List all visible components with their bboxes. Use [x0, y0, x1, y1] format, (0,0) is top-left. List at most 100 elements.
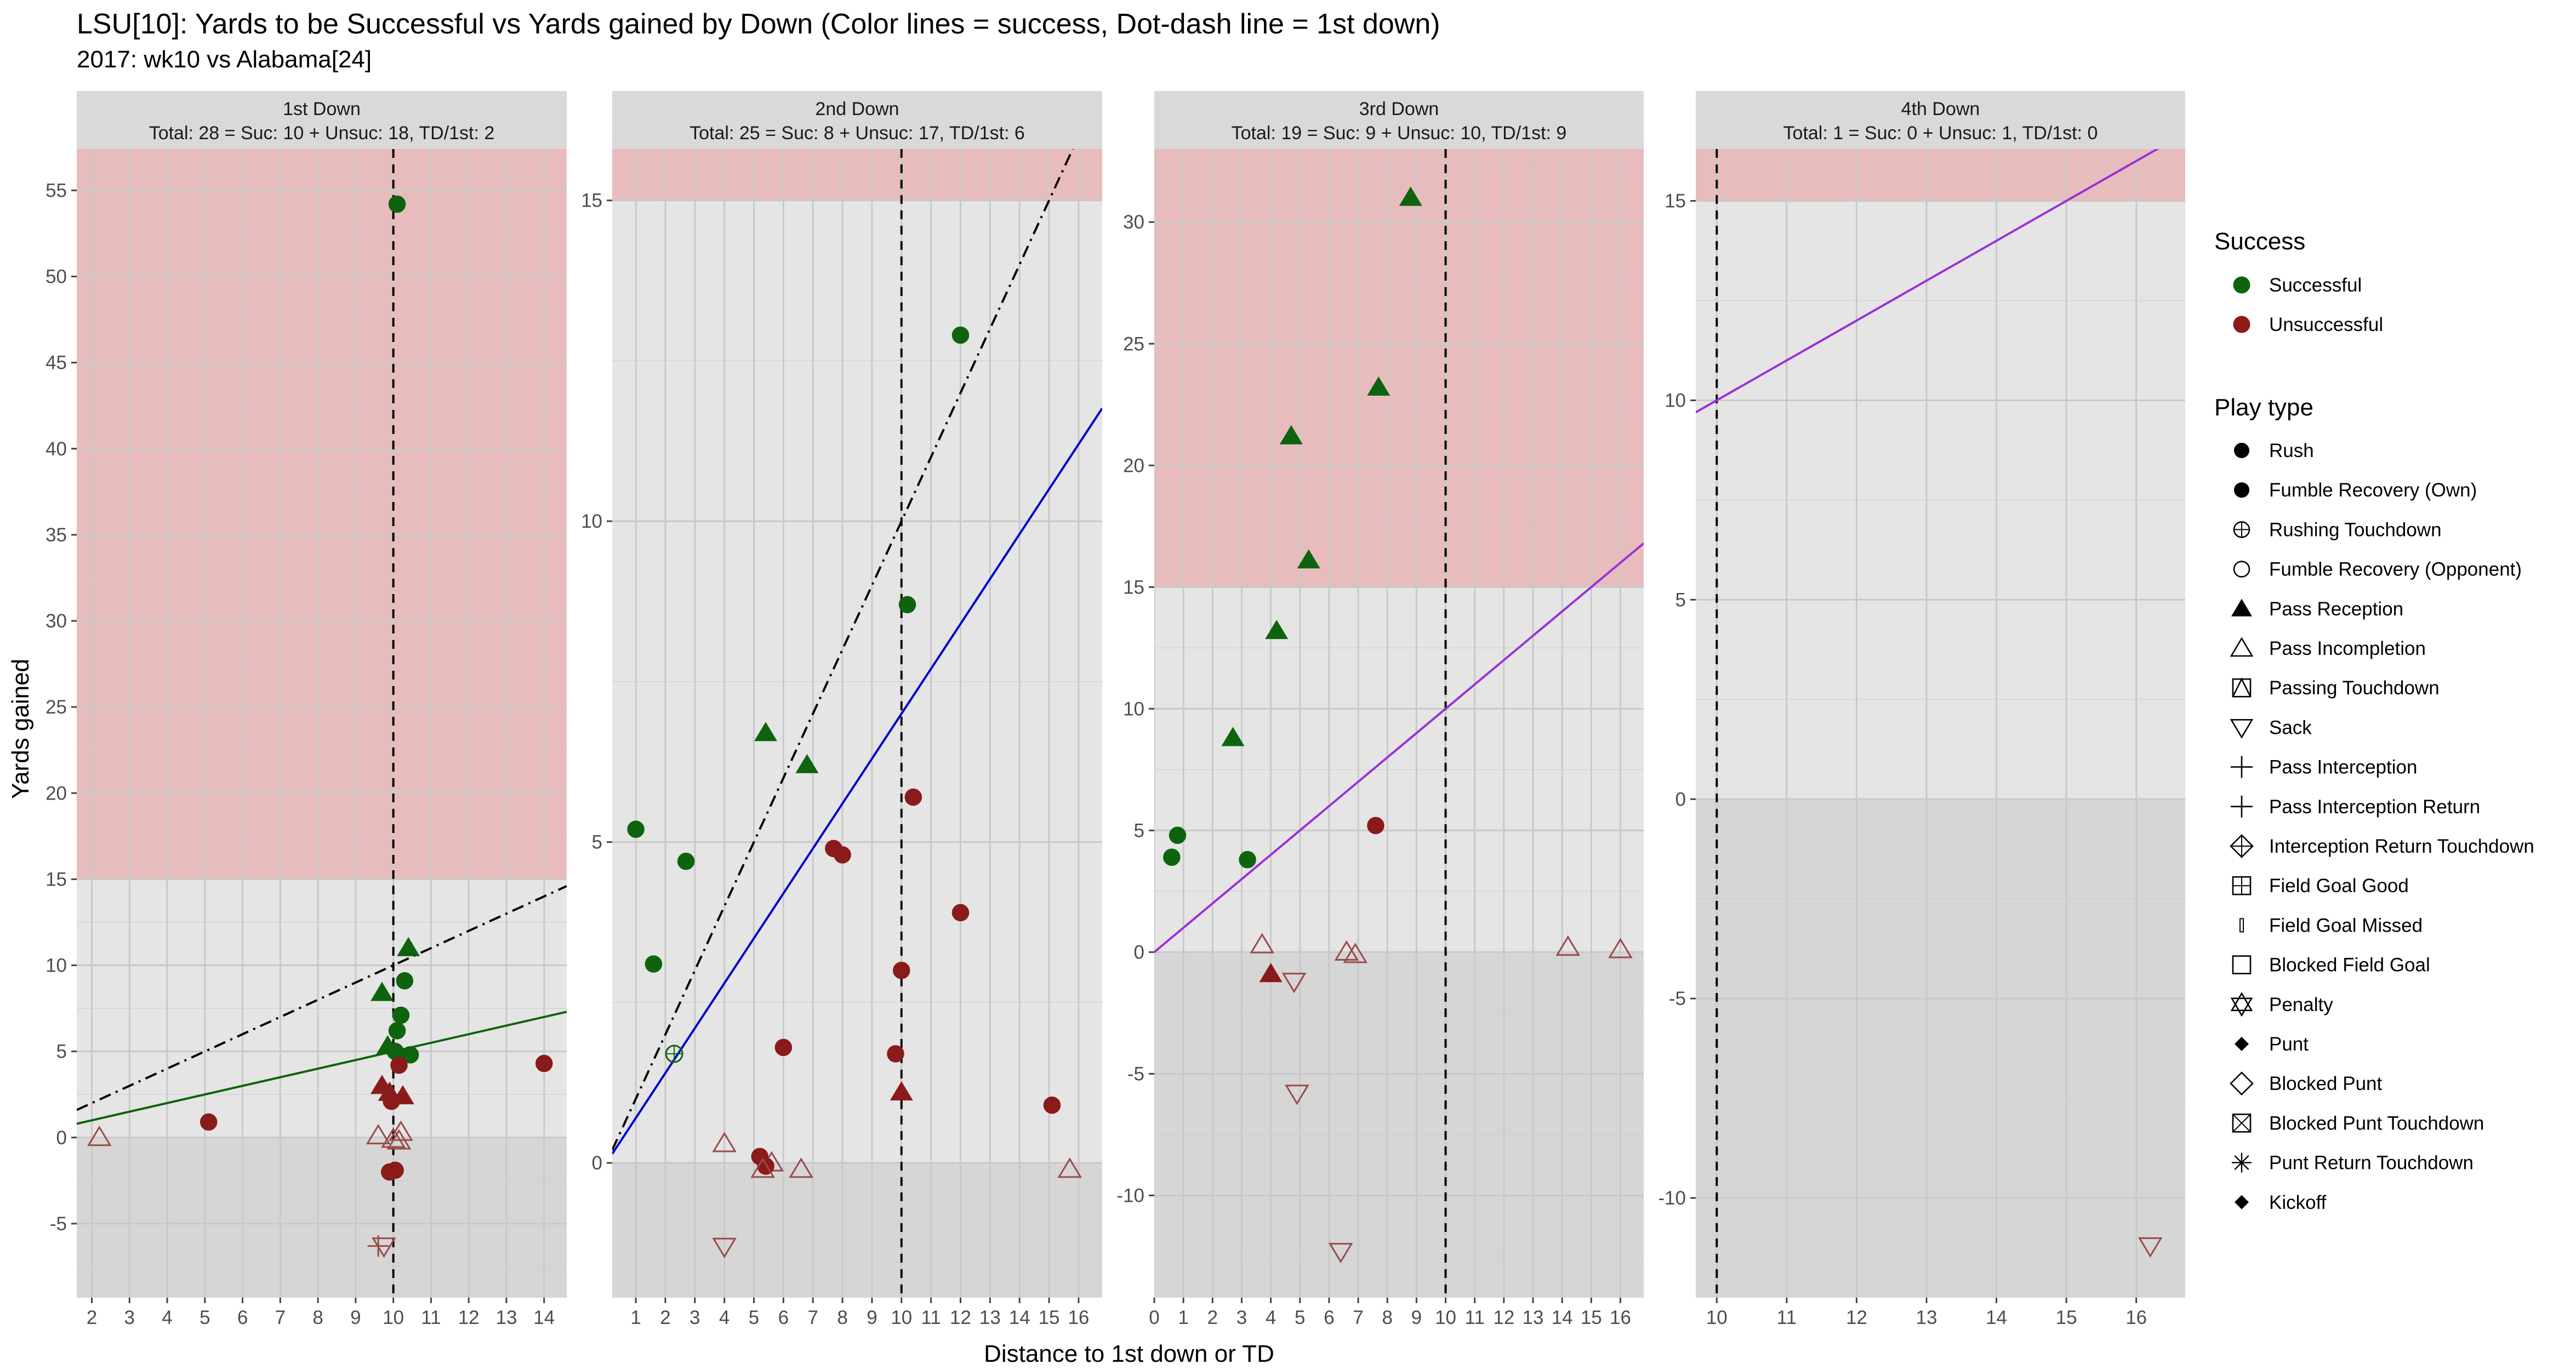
- plot-area: [612, 149, 1102, 1298]
- data-point: [1399, 186, 1422, 206]
- y-tick-label: -5: [50, 1213, 67, 1235]
- x-tick-label: 15: [1581, 1307, 1602, 1328]
- y-tick-label: 30: [45, 610, 67, 632]
- y-tick-label: 0: [56, 1127, 67, 1149]
- facet-panel-1: 1st Down Total: 28 = Suc: 10 + Unsuc: 18,…: [45, 91, 567, 1328]
- facet-strip-subtitle: Total: 28 = Suc: 10 + Unsuc: 18, TD/1st:…: [149, 123, 495, 144]
- chart-subtitle: 2017: wk10 vs Alabama[24]: [77, 46, 372, 73]
- data-point: [795, 754, 819, 773]
- facet-strip-title: 4th Down: [1901, 99, 1980, 119]
- facet-strip: [612, 91, 1102, 149]
- y-tick-label: 10: [1123, 698, 1144, 720]
- diamond-plus-icon: [2230, 834, 2254, 858]
- legend-item-label: Sack: [2269, 717, 2312, 738]
- facet-panel-3: 3rd Down Total: 19 = Suc: 9 + Unsuc: 10, …: [1116, 91, 1644, 1328]
- data-point: [898, 596, 916, 614]
- legend-item-label: Field Goal Good: [2269, 875, 2409, 897]
- x-tick-label: 16: [1068, 1307, 1089, 1328]
- x-tick-label: 5: [200, 1307, 210, 1328]
- x-tick-label: 9: [1411, 1307, 1422, 1328]
- legend-item-label: Rushing Touchdown: [2269, 519, 2442, 540]
- legend-item-label: Punt Return Touchdown: [2269, 1152, 2474, 1174]
- data-point: [397, 937, 420, 956]
- minor-gridlines: [77, 233, 567, 1268]
- data-point: [372, 1237, 396, 1258]
- facet-strip-subtitle: Total: 19 = Suc: 9 + Unsuc: 10, TD/1st: …: [1232, 123, 1567, 144]
- negative-yards-band: [612, 1163, 1102, 1298]
- data-point: [712, 1132, 737, 1152]
- x-tick-label: 15: [1039, 1307, 1060, 1328]
- y-tick-label: 5: [592, 832, 602, 853]
- legend-item-label: Blocked Punt Touchdown: [2269, 1112, 2484, 1134]
- legend-play-type-title: Play type: [2214, 394, 2313, 421]
- facet-strip-subtitle: Total: 1 = Suc: 0 + Unsuc: 1, TD/1st: 0: [1783, 123, 2098, 144]
- y-tick-label: -10: [1116, 1185, 1144, 1206]
- y-tick-label: 15: [1123, 576, 1144, 598]
- x-tick-label: 7: [1353, 1307, 1363, 1328]
- data-point: [396, 972, 414, 990]
- data-points: [627, 326, 1082, 1258]
- big-play-band: [77, 149, 567, 880]
- data-point: [1343, 943, 1368, 963]
- x-tick-label: 3: [124, 1307, 135, 1328]
- data-point: [645, 955, 663, 973]
- x-tick-label: 10: [1706, 1307, 1728, 1328]
- data-points: [2138, 1237, 2163, 1258]
- facet-panel-4: 4th Down Total: 1 = Suc: 0 + Unsuc: 1, TD…: [1658, 91, 2185, 1328]
- y-tick-label: 45: [45, 352, 67, 374]
- panel-background: [612, 149, 1102, 1298]
- x-tick-label: 6: [778, 1307, 789, 1328]
- x-tick-label: 10: [891, 1307, 912, 1328]
- filled-triangle-icon: [2231, 598, 2252, 616]
- x-tick-label: 6: [237, 1307, 248, 1328]
- data-point: [834, 846, 851, 864]
- y-tick-label: 20: [45, 783, 67, 804]
- data-point: [1555, 935, 1581, 956]
- y-tick-label: 5: [56, 1041, 67, 1063]
- data-point: [1608, 938, 1633, 958]
- x-tick-label: 16: [2125, 1307, 2147, 1328]
- legend-item-label: Pass Interception Return: [2269, 796, 2480, 818]
- y-tick-label: 15: [1665, 191, 1686, 212]
- data-point: [754, 722, 778, 741]
- y-tick-label: 50: [45, 266, 67, 288]
- data-point: [383, 1093, 400, 1110]
- data-point: [890, 1081, 913, 1101]
- x-tick-label: 13: [979, 1307, 1001, 1328]
- y-tick-label: 5: [1675, 589, 1686, 610]
- asterisk-icon: [2232, 1152, 2252, 1173]
- data-point: [390, 1057, 408, 1074]
- data-point: [2138, 1237, 2163, 1258]
- legend-item-label: Pass Interception: [2269, 757, 2417, 778]
- data-point: [386, 1161, 404, 1179]
- star-of-david-icon: [2230, 992, 2253, 1017]
- legend-dot-icon: [2233, 276, 2250, 294]
- legend-dot-icon: [2233, 316, 2250, 333]
- x-tick-label: 12: [1846, 1307, 1867, 1328]
- x-tick-label: 14: [1986, 1307, 2007, 1328]
- legend-item-label: Fumble Recovery (Opponent): [2269, 559, 2522, 580]
- square-triangle-icon: [2232, 677, 2252, 698]
- open-triangle-icon: [2230, 637, 2254, 657]
- success-threshold-line: [612, 407, 1102, 1155]
- data-point: [904, 788, 922, 806]
- chart-title: LSU[10]: Yards to be Successful vs Yards…: [77, 8, 1440, 40]
- x-axis-label: Distance to 1st down or TD: [984, 1340, 1274, 1367]
- data-point: [388, 1022, 406, 1040]
- data-point: [1259, 963, 1283, 983]
- success-threshold-line: [77, 1011, 567, 1125]
- y-tick-label: 10: [45, 955, 67, 977]
- big-play-band: [612, 149, 1102, 201]
- big-play-band: [1696, 149, 2185, 201]
- x-tick-label: 8: [1382, 1307, 1393, 1328]
- x-tick-label: 1: [630, 1307, 641, 1328]
- x-tick-label: 4: [719, 1307, 730, 1328]
- data-point: [87, 1126, 112, 1146]
- x-tick-label: 4: [162, 1307, 172, 1328]
- y-tick-label: 5: [1134, 820, 1144, 841]
- open-circle-icon: [2233, 561, 2250, 578]
- legend-item-label: Fumble Recovery (Own): [2269, 480, 2477, 501]
- big-play-band: [1154, 149, 1644, 587]
